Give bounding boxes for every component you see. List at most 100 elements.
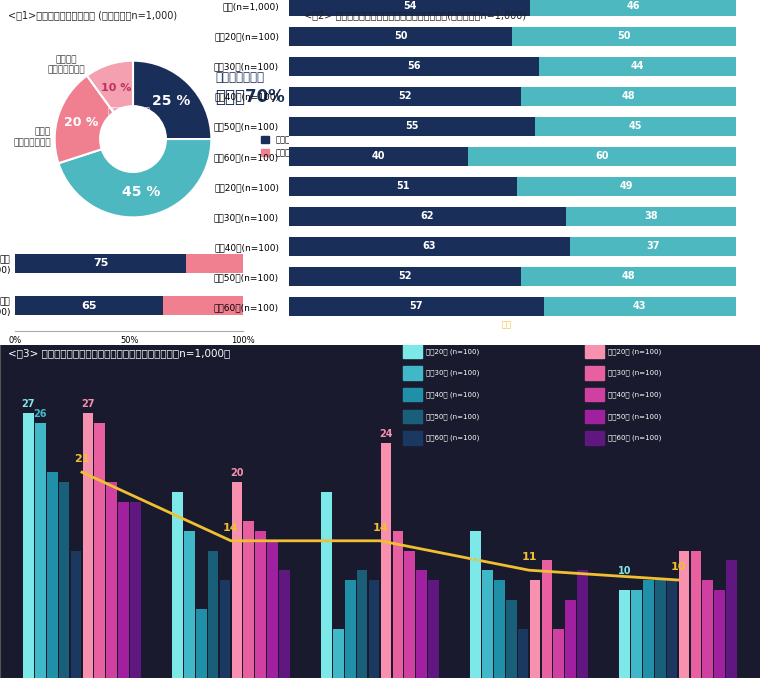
Text: 男性50代 (n=100): 男性50代 (n=100) [426, 413, 479, 420]
Text: 27: 27 [81, 399, 95, 410]
Bar [130, 502, 141, 678]
Bar [289, 207, 566, 226]
Text: 男性60代 (n=100): 男性60代 (n=100) [426, 435, 479, 441]
Legend: 重視している計, 気にしていない計: 重視している計, 気にしていない計 [257, 132, 319, 161]
Text: 37: 37 [647, 241, 660, 252]
FancyBboxPatch shape [585, 410, 604, 423]
Bar [163, 296, 243, 315]
FancyBboxPatch shape [585, 345, 604, 358]
Bar [333, 629, 344, 678]
FancyBboxPatch shape [403, 345, 422, 358]
Text: 全体：70%: 全体：70% [215, 88, 285, 106]
Text: 25 %: 25 % [152, 94, 191, 108]
Text: 20: 20 [230, 468, 244, 478]
Bar [392, 531, 404, 678]
FancyBboxPatch shape [403, 388, 422, 401]
Bar [416, 570, 427, 678]
Text: 45: 45 [629, 121, 642, 132]
Text: 男性30代 (n=100): 男性30代 (n=100) [426, 370, 479, 376]
Text: 62: 62 [420, 212, 434, 222]
Bar [505, 599, 517, 678]
Text: 50: 50 [617, 31, 631, 41]
Bar [619, 590, 630, 678]
Wedge shape [87, 60, 133, 113]
Bar [106, 482, 117, 678]
Bar [289, 87, 521, 106]
Text: 65: 65 [81, 301, 97, 311]
Text: 60: 60 [595, 151, 609, 161]
Bar [59, 482, 69, 678]
Text: 24: 24 [379, 429, 393, 439]
Text: 52: 52 [398, 92, 412, 101]
Bar [289, 57, 539, 75]
FancyBboxPatch shape [403, 366, 422, 380]
Text: 重視している計: 重視している計 [215, 71, 264, 84]
Bar [289, 297, 543, 316]
Bar [553, 629, 564, 678]
Bar [369, 580, 379, 678]
Bar [289, 0, 530, 16]
Bar [539, 57, 736, 75]
Text: 48: 48 [622, 271, 635, 281]
Bar [196, 610, 207, 678]
Text: 43: 43 [633, 302, 647, 311]
Bar [467, 147, 736, 165]
Bar [289, 27, 512, 45]
Bar [535, 117, 736, 136]
Bar [289, 267, 521, 285]
Bar [279, 570, 290, 678]
Bar [578, 570, 588, 678]
Text: 女性60代 (n=100): 女性60代 (n=100) [608, 435, 661, 441]
Text: 27: 27 [21, 399, 35, 410]
Bar [356, 570, 368, 678]
Text: 44: 44 [631, 61, 644, 71]
Bar [47, 472, 58, 678]
Text: やや重視している: やや重視している [108, 107, 150, 116]
Bar [482, 570, 492, 678]
Bar [530, 0, 736, 16]
Bar [494, 580, 505, 678]
Text: <図2> 人間関係をリセットした／したい人の有無(単一回答：n=1,000): <図2> 人間関係をリセットした／したい人の有無(単一回答：n=1,000) [304, 10, 526, 20]
Text: 48: 48 [622, 92, 635, 101]
Text: 56: 56 [407, 61, 421, 71]
Bar [232, 482, 242, 678]
Text: 52: 52 [398, 271, 412, 281]
Bar [702, 580, 713, 678]
Bar [565, 599, 576, 678]
Text: 54: 54 [403, 1, 416, 12]
Text: 40: 40 [372, 151, 385, 161]
Text: 10 %: 10 % [101, 83, 131, 93]
Bar [571, 237, 736, 256]
Bar [255, 531, 266, 678]
Text: <図3> 人間関係をリセットした／したい人〈複数回答：n=1,000〉: <図3> 人間関係をリセットした／したい人〈複数回答：n=1,000〉 [8, 348, 230, 358]
Bar [631, 590, 641, 678]
Bar [119, 502, 129, 678]
Text: 50: 50 [394, 31, 407, 41]
Bar [518, 629, 528, 678]
Bar [35, 423, 46, 678]
Bar [727, 561, 737, 678]
Wedge shape [59, 139, 211, 218]
Bar [521, 87, 736, 106]
FancyBboxPatch shape [585, 388, 604, 401]
Text: 57: 57 [410, 302, 423, 311]
Bar [289, 237, 571, 256]
Bar [530, 580, 540, 678]
Bar [15, 296, 163, 315]
Bar [321, 492, 331, 678]
Bar [643, 580, 654, 678]
Bar [566, 207, 736, 226]
Text: 38: 38 [644, 212, 657, 222]
Bar [543, 297, 736, 316]
Text: 男性20代 (n=100): 男性20代 (n=100) [426, 348, 479, 355]
Bar [23, 414, 33, 678]
Text: 女性50代 (n=100): 女性50代 (n=100) [608, 413, 661, 420]
Bar [470, 531, 481, 678]
Bar [521, 267, 736, 285]
Bar [71, 551, 81, 678]
Bar [184, 531, 195, 678]
FancyBboxPatch shape [585, 366, 604, 380]
Bar [542, 561, 553, 678]
Bar [714, 590, 725, 678]
Bar [667, 580, 677, 678]
